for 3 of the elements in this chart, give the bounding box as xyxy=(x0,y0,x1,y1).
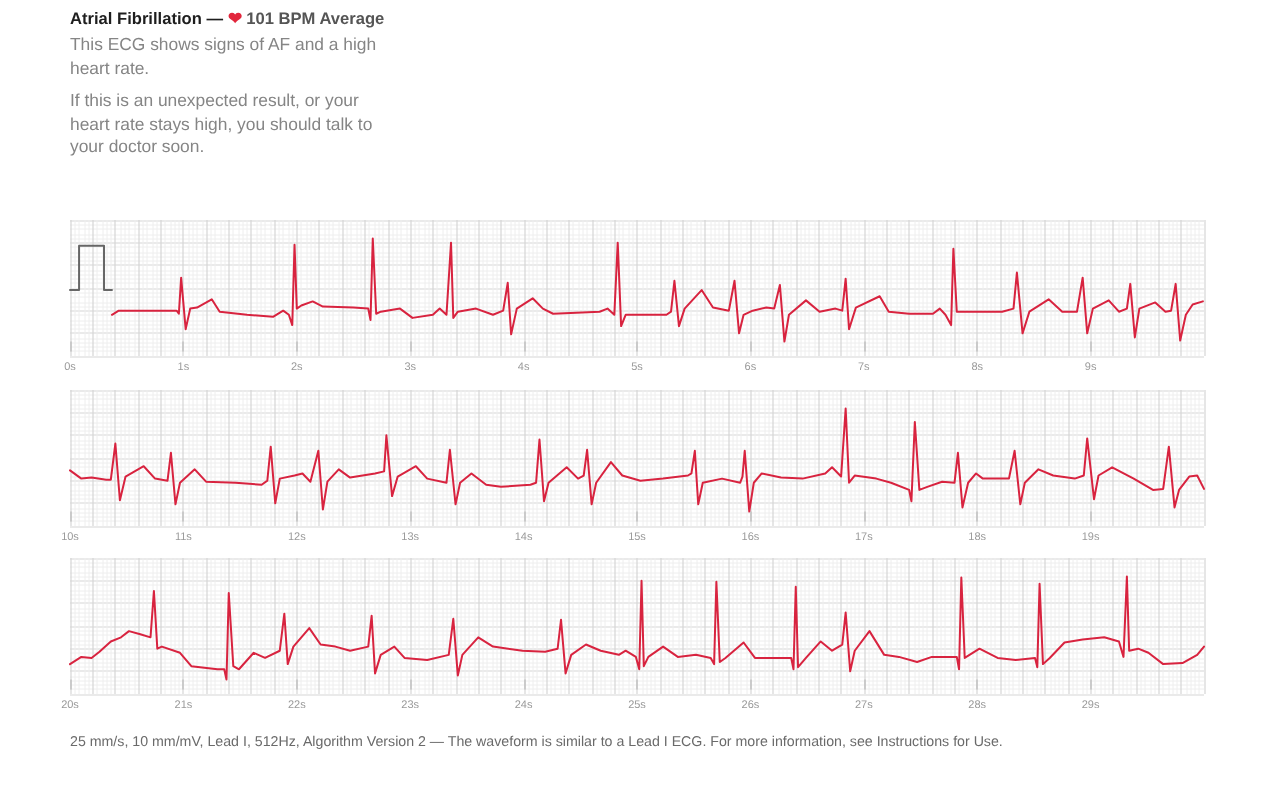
text: If this is an unexpected result, or your heart rate stays high, you should talk to your doctor soon. xyxy=(70,90,375,160)
chart-title: Atrial Fibrillation — ❤ 101 BPM Average xyxy=(70,8,385,30)
chart-subtitle: This ECG shows signs of AF and a high heart rate. xyxy=(70,34,379,81)
